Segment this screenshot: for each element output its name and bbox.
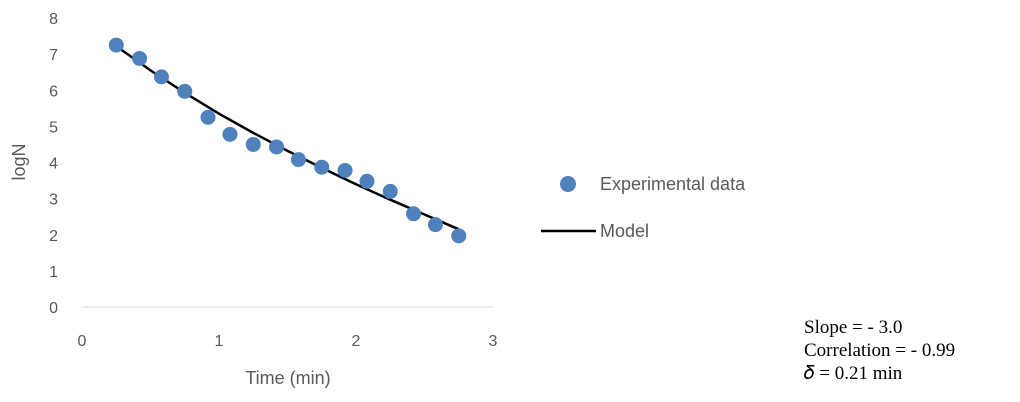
- y-tick-label: 3: [49, 192, 58, 209]
- y-tick-label: 1: [49, 264, 58, 281]
- legend-label-experimental: Experimental data: [600, 174, 746, 194]
- y-tick-label: 6: [49, 83, 58, 100]
- data-point: [337, 162, 353, 178]
- data-point: [177, 83, 193, 99]
- y-tick-labels: 0 1 2 3 4 5 6 7 8: [49, 11, 58, 317]
- slope-text: Slope = - 3.0: [804, 317, 903, 338]
- x-tick-label: 0: [78, 333, 87, 350]
- data-point: [290, 152, 306, 168]
- data-point: [132, 50, 148, 66]
- delta-text: 𝛿 = 0.21 min: [804, 363, 903, 384]
- y-tick-label: 2: [49, 228, 58, 245]
- legend: Experimental data Model: [541, 174, 746, 241]
- legend-label-model: Model: [600, 221, 649, 241]
- data-point: [269, 139, 285, 155]
- data-point: [245, 136, 261, 152]
- plot-area: [108, 37, 467, 244]
- y-tick-label: 4: [49, 156, 58, 173]
- legend-marker-experimental: [560, 176, 576, 192]
- y-tick-label: 5: [49, 119, 58, 136]
- data-point: [382, 183, 398, 199]
- data-point: [427, 217, 443, 233]
- y-axis-title: logN: [9, 143, 29, 180]
- x-axis-title: Time (min): [245, 368, 330, 388]
- data-point: [200, 109, 216, 125]
- x-tick-label: 2: [352, 333, 361, 350]
- y-tick-label: 7: [49, 47, 58, 64]
- data-point: [222, 126, 238, 142]
- correlation-text: Correlation = - 0.99: [804, 340, 956, 361]
- model-line: [115, 45, 460, 231]
- stats-annotation: Slope = - 3.0 Correlation = - 0.99 𝛿 = 0…: [804, 316, 955, 385]
- data-point: [359, 173, 375, 189]
- data-point: [406, 206, 422, 222]
- data-point: [153, 69, 169, 85]
- x-tick-label: 3: [489, 333, 498, 350]
- y-tick-label: 8: [49, 11, 58, 28]
- data-point: [451, 228, 467, 244]
- x-tick-label: 1: [215, 333, 224, 350]
- data-point: [108, 37, 124, 53]
- x-tick-labels: 0 1 2 3: [78, 333, 498, 350]
- y-tick-label: 0: [49, 300, 58, 317]
- data-point: [314, 159, 330, 175]
